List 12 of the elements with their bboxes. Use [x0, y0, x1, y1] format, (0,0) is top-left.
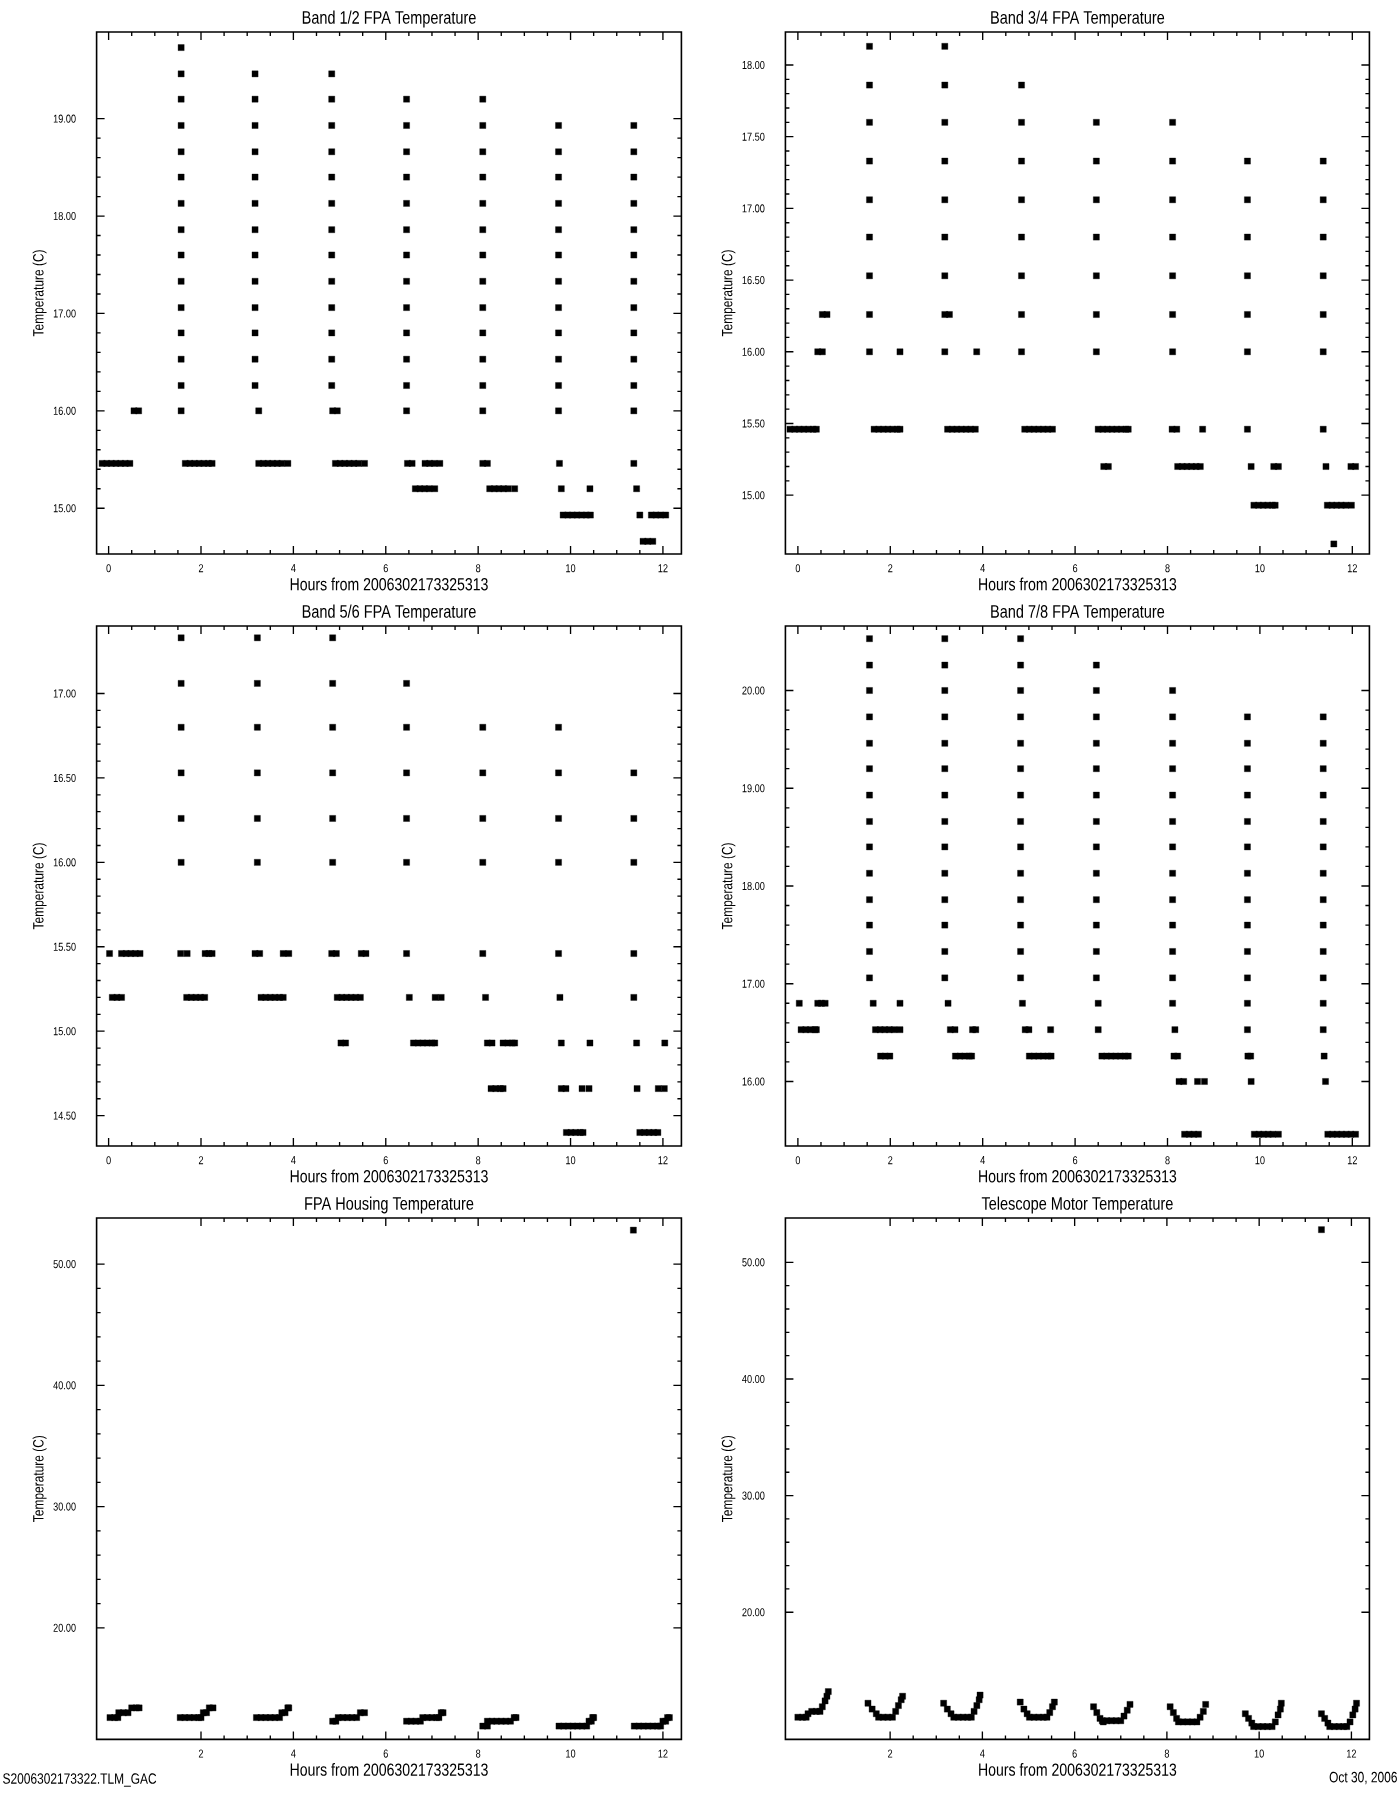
x-axis-title: Hours from 2006302173325313 — [290, 1169, 488, 1183]
x-axis-title: Hours from 2006302173325313 — [979, 1762, 1177, 1776]
x-axis-title: Hours from 2006302173325313 — [979, 1169, 1177, 1183]
chart-title: Band 7/8 FPA Temperature — [991, 604, 1165, 622]
x-axis-title: Hours from 2006302173325313 — [290, 577, 488, 591]
chart-title: Band 5/6 FPA Temperature — [302, 604, 476, 622]
x-axis-title: Hours from 2006302173325313 — [290, 1762, 488, 1776]
chart-title: Band 1/2 FPA Temperature — [302, 10, 476, 28]
chart-title: Telescope Motor Temperature — [981, 1196, 1173, 1214]
chart-title: Band 3/4 FPA Temperature — [991, 10, 1165, 28]
x-axis-title: Hours from 2006302173325313 — [979, 577, 1177, 591]
chart-title: FPA Housing Temperature — [305, 1196, 474, 1214]
